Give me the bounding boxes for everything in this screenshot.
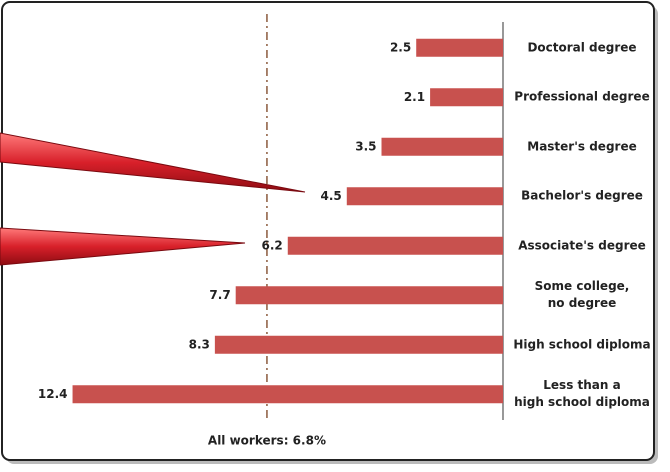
- bar: [346, 187, 503, 206]
- bar: [214, 335, 503, 354]
- plot: All workers: 6.8% 2.5 2.1 3.5 4.5 6.2 7.7 8.3 12…: [38, 14, 504, 448]
- value-label: 3.5: [355, 139, 376, 153]
- value-label: 4.5: [321, 189, 342, 203]
- category-label: Less than a high school diploma: [514, 378, 650, 410]
- callout-pointer: [0, 227, 246, 266]
- bar: [72, 385, 504, 404]
- category-label: Doctoral degree: [527, 40, 637, 55]
- value-label: 6.2: [262, 238, 283, 252]
- category-label: Bachelor's degree: [521, 188, 643, 203]
- value-label: 8.3: [189, 337, 210, 351]
- reference-label: All workers: 6.8%: [208, 434, 326, 448]
- bar: [287, 236, 503, 255]
- bar: [430, 88, 503, 107]
- category-label: Professional degree: [514, 89, 650, 104]
- callout-pointer: [0, 132, 306, 193]
- value-label: 2.1: [404, 90, 425, 104]
- bar: [381, 137, 503, 156]
- bar: [235, 286, 503, 305]
- category-label: Associate's degree: [518, 238, 646, 253]
- category-label: Some college, no degree: [534, 279, 630, 311]
- value-label: 12.4: [38, 387, 68, 401]
- value-label: 2.5: [390, 40, 411, 54]
- category-label: Master's degree: [527, 139, 637, 154]
- category-label: High school diploma: [513, 337, 651, 352]
- bar: [416, 38, 503, 57]
- value-label: 7.7: [209, 288, 230, 302]
